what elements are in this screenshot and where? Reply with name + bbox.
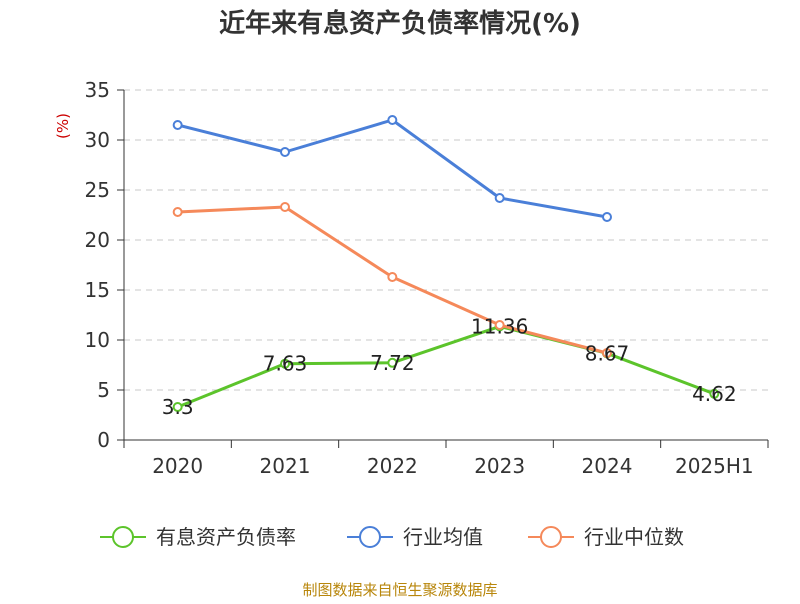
y-tick-label: 5	[97, 378, 110, 402]
data-labels: 3.3 7.63 7.72 11.36 8.67 4.62	[162, 314, 737, 419]
data-label: 3.3	[162, 395, 194, 419]
data-point	[172, 207, 183, 217]
data-point	[280, 358, 290, 369]
legend-item[interactable]: 行业中位数	[528, 525, 684, 549]
chart-title: 近年来有息资产负债率情况(%)	[219, 8, 581, 39]
data-point	[602, 348, 612, 358]
data-point	[280, 147, 290, 157]
data-point	[387, 272, 398, 282]
y-tick-label: 10	[85, 328, 110, 352]
data-label: 8.67	[585, 341, 630, 365]
data-point	[387, 115, 398, 125]
legend-label: 行业均值	[403, 525, 483, 549]
legend-marker	[359, 526, 381, 548]
legend-label: 有息资产负债率	[156, 525, 296, 549]
data-label: 7.72	[370, 351, 415, 375]
data-point	[280, 202, 290, 212]
data-point	[602, 212, 612, 222]
x-tick-label: 2022	[367, 454, 418, 478]
x-tick-label: 2021	[260, 454, 311, 478]
y-tick-label: 25	[85, 178, 110, 202]
y-tick-label: 15	[85, 278, 110, 302]
data-point	[172, 402, 183, 412]
data-point	[709, 388, 720, 399]
x-tick-label: 2025H1	[675, 454, 754, 478]
x-tick-label: 2024	[582, 454, 633, 478]
data-label: 4.62	[692, 382, 737, 406]
series-line-1	[176, 118, 609, 219]
series-line-0	[176, 324, 716, 409]
source-note: 制图数据来自恒生聚源数据库	[302, 581, 497, 599]
y-tick-label: 20	[85, 228, 110, 252]
data-point	[172, 120, 183, 130]
x-tick-label: 2023	[474, 454, 525, 478]
series-lines	[172, 115, 720, 412]
data-point	[494, 320, 505, 330]
data-point	[494, 193, 505, 203]
y-tick-label: 30	[85, 128, 110, 152]
y-tick-label: 0	[97, 428, 110, 452]
y-axis-unit-label: (%)	[54, 113, 72, 139]
legend[interactable]: 有息资产负债率 行业均值 行业中位数	[100, 525, 684, 549]
legend-item[interactable]: 行业均值	[347, 525, 483, 549]
grid-lines	[124, 89, 768, 391]
y-tick-label: 35	[85, 78, 110, 102]
axes: 0 5 10 15 20 25 30 35 2020 2021 2022 2023 2024 2025H1	[85, 78, 769, 478]
data-label: 7.63	[263, 352, 308, 376]
legend-marker	[112, 526, 134, 548]
legend-item[interactable]: 有息资产负债率	[100, 525, 296, 549]
data-point	[387, 357, 398, 368]
legend-label: 行业中位数	[584, 525, 684, 549]
legend-marker	[540, 526, 562, 548]
data-label: 11.36	[471, 314, 528, 338]
x-tick-label: 2020	[152, 454, 203, 478]
